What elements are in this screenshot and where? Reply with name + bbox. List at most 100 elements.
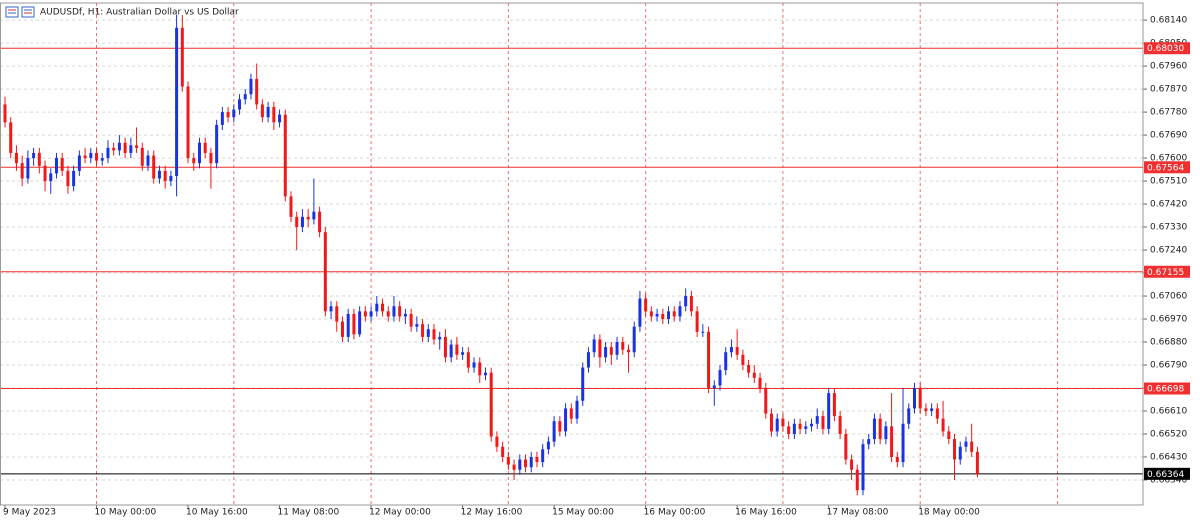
candle-body <box>283 114 287 197</box>
candle-body <box>529 456 533 468</box>
x-tick-label: 16 May 00:00 <box>644 508 706 518</box>
candle-body <box>129 145 133 153</box>
candle-body <box>123 142 127 153</box>
candle-body <box>964 441 968 447</box>
candle-body <box>752 372 756 378</box>
candle-body <box>77 155 81 171</box>
candle-body <box>186 86 190 159</box>
candle-body <box>238 99 242 110</box>
y-tick-label: 0.66520 <box>1150 429 1187 439</box>
candle-body <box>3 104 7 123</box>
candle-body <box>478 362 482 376</box>
candle-body <box>495 436 499 447</box>
candle-body <box>249 78 253 95</box>
candle-body <box>855 469 859 491</box>
level-price-box <box>1144 382 1190 395</box>
y-tick-label: 0.67330 <box>1150 223 1187 233</box>
candle-body <box>175 27 179 176</box>
candle-body <box>329 306 333 312</box>
candle-body <box>958 446 962 460</box>
y-tick-label: 0.66430 <box>1150 452 1187 462</box>
candle-body <box>335 306 339 322</box>
candle-body <box>20 163 24 179</box>
x-tick-label: 12 May 16:00 <box>461 508 523 518</box>
candle-body <box>140 147 144 166</box>
candle-body <box>644 298 648 312</box>
y-tick-label: 0.66610 <box>1150 406 1187 416</box>
candle-body <box>569 408 573 419</box>
candle-body <box>381 303 385 312</box>
candle-body <box>272 106 276 123</box>
candle-body <box>432 329 436 340</box>
candle-body <box>975 451 979 474</box>
candle-body <box>483 372 487 376</box>
candle-body <box>43 165 47 182</box>
candle-body <box>815 416 819 424</box>
candle-body <box>117 142 121 151</box>
candle-body <box>735 347 739 355</box>
candle-body <box>506 456 510 465</box>
candle-body <box>37 152 41 166</box>
candle-body <box>489 372 493 437</box>
candle-body <box>369 311 373 317</box>
candle-body <box>278 114 282 123</box>
x-tick-label: 10 May 16:00 <box>186 508 248 518</box>
candle-body <box>386 311 390 317</box>
candle-body <box>867 439 871 445</box>
candle-body <box>667 311 671 320</box>
candle-body <box>924 408 928 411</box>
candle-body <box>169 175 173 182</box>
x-tick-label: 15 May 00:00 <box>552 508 614 518</box>
candle-body <box>718 370 722 386</box>
candle-body <box>604 347 608 358</box>
candle-body <box>243 94 247 100</box>
candle-body <box>953 439 957 460</box>
current-price-box <box>1144 467 1190 480</box>
candle-body <box>524 459 528 468</box>
candle-body <box>769 413 773 432</box>
candle-body <box>112 147 116 151</box>
candle-body <box>72 170 76 187</box>
candle-body <box>741 354 745 366</box>
candle-body <box>564 408 568 432</box>
candle-body <box>49 173 53 182</box>
candle-body <box>375 303 379 312</box>
candle-body <box>832 393 836 417</box>
candle-body <box>152 155 156 179</box>
candle-body <box>941 418 945 432</box>
y-tick-label: 0.68140 <box>1150 16 1187 26</box>
candle-body <box>970 441 974 452</box>
candle-body <box>461 352 465 355</box>
candle-body <box>403 313 407 317</box>
candle-body <box>306 216 310 220</box>
candle-body <box>9 122 13 153</box>
candle-body <box>907 408 911 424</box>
candle-body <box>729 347 733 353</box>
candle-body <box>878 418 882 440</box>
level-price-label: 0.67155 <box>1147 268 1184 278</box>
level-price-label: 0.66698 <box>1147 385 1184 395</box>
level-price-box <box>1144 265 1190 278</box>
x-tick-label: 18 May 00:00 <box>918 508 980 518</box>
candle-body <box>787 426 791 434</box>
candle-body <box>352 313 356 335</box>
candle-body <box>518 459 522 470</box>
plot-frame <box>0 2 1144 506</box>
candle-body <box>192 158 196 164</box>
candle-body <box>346 313 350 337</box>
candle-body <box>135 145 139 148</box>
x-tick-label: 12 May 00:00 <box>369 508 431 518</box>
candle-body <box>180 27 184 87</box>
candle-body <box>695 311 699 332</box>
candle-body <box>701 331 705 333</box>
candle-body <box>83 155 87 159</box>
candle-body <box>421 324 425 337</box>
candle-body <box>392 306 396 317</box>
candle-body <box>209 152 213 164</box>
candle-body <box>581 367 585 401</box>
y-tick-label: 0.67960 <box>1150 62 1187 72</box>
candle-body <box>890 426 894 457</box>
